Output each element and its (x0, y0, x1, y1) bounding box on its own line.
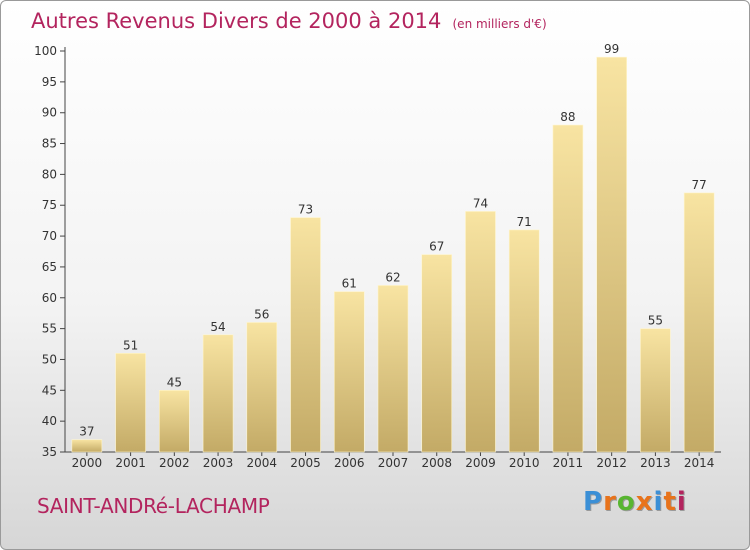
bar-2006 (333, 291, 365, 453)
bar-2000 (71, 439, 103, 453)
x-tick-label: 2007 (378, 456, 409, 470)
y-tick-label: 40 (42, 414, 57, 428)
x-tick-label: 2012 (596, 456, 627, 470)
bar-value-label: 74 (473, 196, 488, 210)
x-axis: 2000 2001 2002 2003 2004 2005 2006 2007 2008 2009… (65, 451, 721, 470)
bar-2005 (290, 217, 321, 453)
y-tick-label: 65 (42, 260, 57, 274)
y-tick-label: 45 (42, 383, 57, 397)
chart-title: Autres Revenus Divers de 2000 à 2014 (31, 9, 442, 33)
x-tick-label: 2008 (421, 456, 452, 470)
bar-2013 (640, 328, 671, 453)
x-tick-label: 2010 (509, 456, 540, 470)
bar-2014 (683, 192, 715, 453)
bar-value-label: 54 (210, 320, 225, 334)
bar-value-label: 56 (254, 307, 269, 321)
bar-2008 (421, 254, 453, 453)
chart-title-row: Autres Revenus Divers de 2000 à 2014 (en… (31, 9, 547, 33)
bar-series: 37 51 45 54 56 73 61 62 67 74 71 88 99 55 77 (71, 42, 715, 453)
logo-letter: i (676, 487, 687, 517)
chart-subtitle: (en milliers d'€) (452, 17, 547, 31)
x-tick-label: 2004 (247, 456, 278, 470)
x-tick-label: 2011 (553, 456, 584, 470)
bar-value-label: 77 (691, 178, 706, 192)
x-tick-label: 2005 (290, 456, 321, 470)
logo-letter: o (616, 487, 636, 517)
y-tick-label: 100 (34, 44, 57, 58)
x-tick-label: 2003 (203, 456, 234, 470)
bar-2011 (552, 124, 584, 453)
bar-value-label: 99 (604, 42, 619, 56)
x-tick-label: 2006 (334, 456, 365, 470)
logo-letter: t (663, 487, 677, 517)
x-tick-label: 2002 (159, 456, 190, 470)
x-tick-label: 2013 (640, 456, 671, 470)
y-tick-label: 55 (42, 322, 57, 336)
logo-letter: x (635, 487, 654, 517)
bar-value-label: 61 (342, 277, 357, 291)
bar-value-label: 37 (79, 425, 94, 439)
bar-value-label: 62 (385, 270, 400, 284)
bar-value-label: 45 (167, 375, 182, 389)
bar-2007 (377, 285, 409, 453)
bar-2002 (159, 390, 190, 453)
x-tick-label: 2014 (684, 456, 715, 470)
bar-value-label: 73 (298, 203, 313, 217)
bar-value-label: 71 (517, 215, 532, 229)
y-tick-label: 60 (42, 291, 57, 305)
bar-2001 (115, 352, 146, 453)
y-tick-label: 75 (42, 198, 57, 212)
y-axis: 35 40 45 50 55 60 65 70 75 80 85 90 95 100 (34, 44, 66, 459)
y-tick-label: 80 (42, 167, 57, 181)
bar-value-label: 55 (648, 314, 663, 328)
x-tick-label: 2001 (115, 456, 146, 470)
y-tick-label: 95 (42, 75, 57, 89)
bar-value-label: 88 (560, 110, 575, 124)
logo-letter: P (583, 487, 604, 517)
y-tick-label: 90 (42, 106, 57, 120)
bar-value-label: 51 (123, 338, 138, 352)
bar-2010 (508, 229, 540, 453)
bar-2003 (202, 334, 234, 453)
bar-2012 (596, 56, 627, 453)
bar-value-label: 67 (429, 240, 444, 254)
proxiti-logo: Proxiti (583, 487, 687, 517)
bar-2009 (465, 211, 496, 453)
logo-letter: i (653, 487, 664, 517)
y-tick-label: 70 (42, 229, 57, 243)
y-tick-label: 85 (42, 137, 57, 151)
x-tick-label: 2000 (72, 456, 103, 470)
y-tick-label: 35 (42, 445, 57, 459)
bar-2004 (246, 322, 278, 453)
logo-letter: r (603, 487, 617, 517)
x-tick-label: 2009 (465, 456, 496, 470)
commune-name: SAINT-ANDRé-LACHAMP (37, 494, 270, 518)
y-tick-label: 50 (42, 352, 57, 366)
